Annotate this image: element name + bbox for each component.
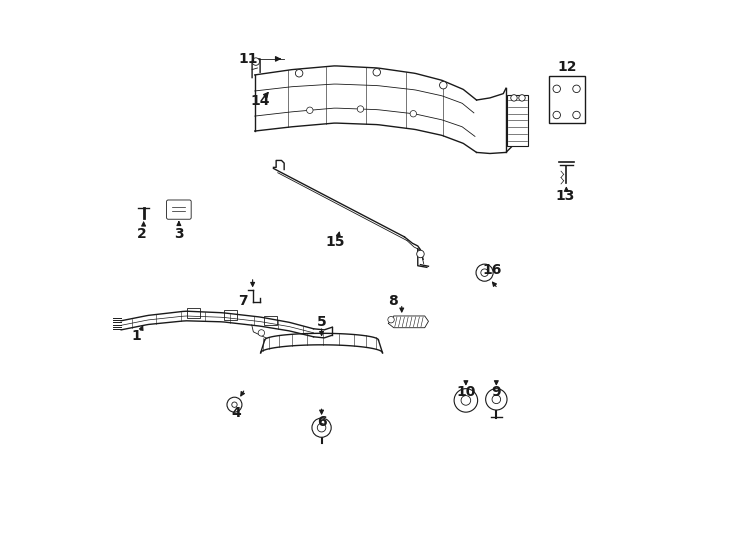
Text: 1: 1: [131, 329, 141, 343]
Circle shape: [481, 269, 488, 276]
Circle shape: [553, 111, 561, 119]
Circle shape: [486, 389, 507, 410]
Circle shape: [317, 423, 326, 432]
Bar: [264, 316, 277, 326]
Text: 16: 16: [483, 263, 502, 277]
Bar: [549, 76, 585, 123]
Text: 14: 14: [250, 94, 270, 108]
Circle shape: [410, 111, 416, 117]
Circle shape: [417, 250, 424, 258]
Text: 11: 11: [239, 52, 258, 66]
Text: 13: 13: [555, 189, 575, 203]
Circle shape: [232, 402, 237, 407]
Circle shape: [388, 316, 394, 323]
Text: 7: 7: [239, 294, 248, 308]
Bar: [187, 308, 200, 318]
Circle shape: [454, 389, 478, 412]
Text: 8: 8: [388, 294, 398, 308]
Circle shape: [476, 264, 493, 281]
Circle shape: [252, 58, 260, 65]
Circle shape: [312, 418, 331, 437]
Bar: [225, 310, 237, 320]
Text: 6: 6: [317, 415, 327, 429]
Circle shape: [258, 330, 264, 336]
Circle shape: [492, 395, 501, 403]
Circle shape: [573, 85, 581, 92]
Circle shape: [307, 107, 313, 113]
Text: 4: 4: [231, 406, 241, 420]
Circle shape: [461, 396, 470, 405]
Text: 2: 2: [137, 227, 146, 241]
Circle shape: [511, 94, 517, 101]
Text: 15: 15: [325, 235, 345, 249]
Circle shape: [357, 106, 363, 112]
Text: 5: 5: [316, 315, 327, 329]
Bar: [507, 95, 528, 146]
FancyBboxPatch shape: [167, 200, 191, 219]
Circle shape: [573, 111, 581, 119]
Text: 3: 3: [174, 227, 184, 241]
Text: 12: 12: [558, 60, 577, 74]
Circle shape: [373, 69, 380, 76]
Circle shape: [519, 94, 526, 101]
Text: 10: 10: [457, 385, 476, 399]
Circle shape: [440, 82, 447, 89]
Circle shape: [295, 70, 303, 77]
Circle shape: [227, 397, 242, 412]
Circle shape: [553, 85, 561, 92]
Text: 9: 9: [492, 385, 501, 399]
